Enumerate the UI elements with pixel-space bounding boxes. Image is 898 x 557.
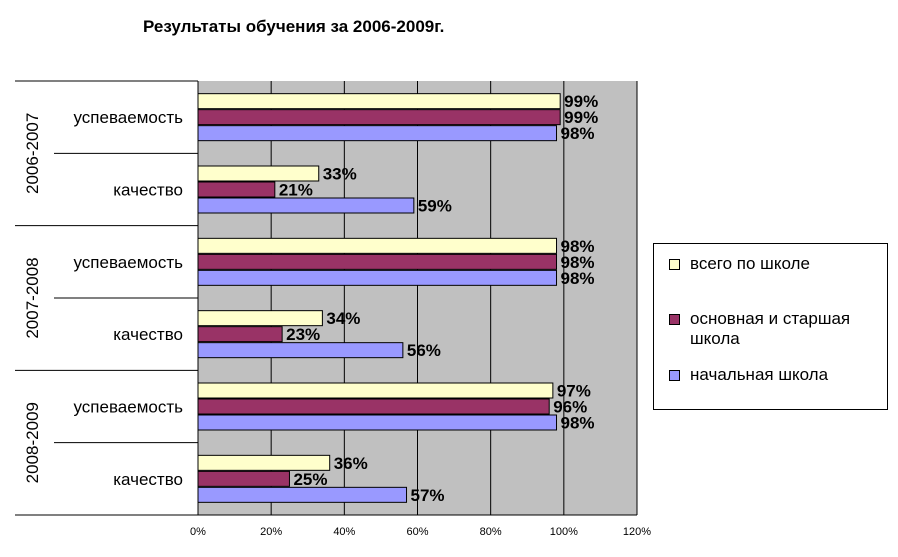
category-label: успеваемость (73, 108, 183, 127)
bar (197, 382, 554, 399)
x-tick-label: 60% (406, 526, 428, 538)
x-tick-label: 100% (550, 526, 578, 538)
legend-swatch (669, 314, 680, 325)
chart-legend: всего по школе основная и старшая школа … (653, 243, 888, 410)
category-label: качество (113, 181, 183, 200)
data-label: 25% (293, 470, 327, 489)
data-label: 57% (411, 486, 445, 505)
bar (197, 237, 558, 254)
x-tick-label: 40% (333, 526, 355, 538)
data-label: 59% (418, 197, 452, 216)
data-label: 23% (286, 325, 320, 344)
data-label: 98% (561, 124, 595, 143)
data-label: 33% (323, 165, 357, 184)
data-label: 98% (561, 269, 595, 288)
x-tick-label: 20% (260, 526, 282, 538)
bar (197, 269, 558, 286)
bar (197, 326, 283, 343)
bar (197, 165, 320, 182)
legend-label: основная и старшая школа (690, 309, 851, 348)
data-label: 98% (561, 414, 595, 433)
legend-swatch (669, 370, 680, 381)
category-label: качество (113, 470, 183, 489)
bar (197, 253, 558, 270)
legend-label: начальная школа (690, 365, 829, 384)
data-label: 98% (561, 253, 595, 272)
x-tick-label: 0% (190, 526, 206, 538)
legend-label: всего по школе (690, 254, 810, 273)
bar (197, 181, 276, 198)
group-label: 2007-2008 (23, 257, 42, 338)
category-label: качество (113, 325, 183, 344)
bar (197, 398, 550, 415)
group-label: 2008-2009 (23, 402, 42, 483)
data-label: 36% (334, 454, 368, 473)
bar (197, 486, 408, 503)
x-tick-label: 120% (623, 526, 651, 538)
bar (197, 454, 331, 471)
group-label: 2006-2007 (23, 113, 42, 194)
data-label: 98% (561, 237, 595, 256)
data-label: 56% (407, 341, 441, 360)
category-label: успеваемость (73, 253, 183, 272)
data-label: 99% (564, 108, 598, 127)
bar (197, 197, 415, 214)
legend-swatch (669, 259, 680, 270)
data-label: 99% (564, 92, 598, 111)
chart-title: Результаты обучения за 2006-2009г. (143, 17, 445, 36)
category-label: успеваемость (73, 398, 183, 417)
data-label: 34% (326, 309, 360, 328)
bar (197, 109, 561, 126)
bar (197, 93, 561, 110)
data-label: 96% (553, 398, 587, 417)
data-label: 21% (279, 181, 313, 200)
bar (197, 414, 558, 431)
bar (197, 342, 404, 359)
data-label: 97% (557, 382, 591, 401)
bar (197, 125, 558, 142)
bar (197, 310, 323, 327)
x-tick-label: 80% (480, 526, 502, 538)
bar (197, 470, 290, 487)
